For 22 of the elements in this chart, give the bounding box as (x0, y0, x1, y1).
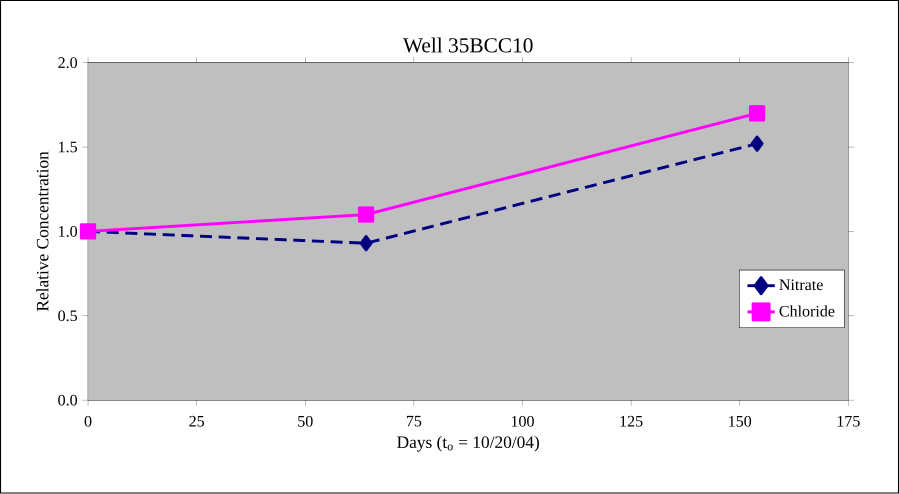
y-axis-title: Relative Concentration (36, 152, 48, 312)
point (360, 235, 373, 252)
x-tick-label: 75 (406, 416, 422, 427)
x-tick-label: 125 (620, 416, 642, 427)
legend-label: Nitrate (779, 280, 823, 290)
y-tick-label: 1.0 (59, 226, 78, 238)
x-tick-label: 150 (729, 416, 752, 427)
x-tick-label: 0 (84, 416, 92, 427)
x-tick-label: 50 (298, 416, 313, 427)
y-tick-label: 2.0 (58, 57, 78, 68)
point (750, 136, 764, 152)
point (358, 206, 374, 223)
y-tick-label: 1.5 (59, 142, 78, 153)
chart-title: Well 35BCC10 (402, 38, 533, 53)
y-tick-label: 0.5 (58, 310, 78, 322)
x-axis-title: Days (t$_{o}$ = 10/20/04) (397, 436, 539, 452)
point (748, 105, 766, 122)
legend-label: Chloride (780, 306, 834, 317)
x-tick-label: 175 (838, 416, 860, 427)
y-tick-label: 0.0 (58, 394, 78, 406)
x-tick-label: 100 (512, 416, 534, 427)
x-tick-label: 25 (189, 416, 204, 427)
